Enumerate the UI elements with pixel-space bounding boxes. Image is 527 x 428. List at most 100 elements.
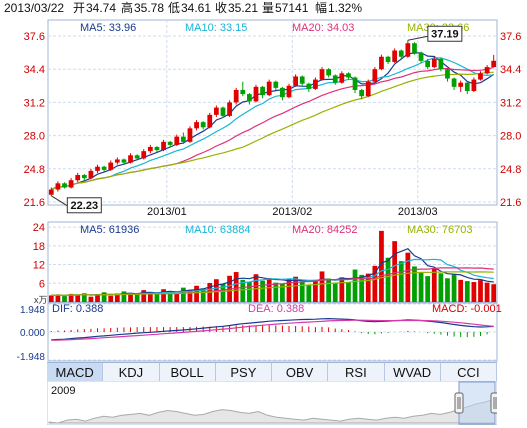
- volume-y-tick: 18: [33, 241, 45, 253]
- candle-body: [273, 81, 279, 88]
- price-y-tick-right: 28.0: [500, 131, 521, 143]
- legend-item: MA30: 76703: [407, 224, 472, 236]
- tab-wvad[interactable]: WVAD: [385, 363, 441, 382]
- volume-bar: [108, 295, 114, 302]
- candle: [346, 72, 351, 80]
- candle-body: [385, 56, 391, 62]
- candle: [405, 40, 411, 58]
- tab-psy[interactable]: PSY: [216, 363, 272, 382]
- candle-body: [372, 69, 378, 82]
- candle-body: [95, 166, 100, 171]
- candle-body: [319, 69, 325, 80]
- candle: [207, 112, 213, 129]
- legend-item: DIF: 0.388: [52, 303, 103, 315]
- price-y-tick-left: 31.2: [24, 97, 45, 109]
- candle-body: [491, 60, 497, 68]
- range-navigator[interactable]: 2009: [47, 381, 497, 425]
- volume-bar: [62, 296, 67, 302]
- volume-bar: [180, 287, 186, 302]
- candle-body: [332, 75, 338, 83]
- candle-body: [392, 50, 398, 62]
- candle: [464, 81, 470, 95]
- candle-body: [352, 77, 358, 90]
- candle: [233, 87, 239, 105]
- x-tick-label: 2013/01: [147, 206, 187, 218]
- volume-bar: [200, 288, 206, 302]
- tab-macd[interactable]: MACD: [47, 363, 104, 382]
- candle: [445, 68, 450, 82]
- price-ma10-line: [51, 57, 494, 191]
- candle-body: [412, 43, 417, 53]
- volume-bar: [339, 277, 345, 302]
- header-change-label: 幅: [315, 0, 327, 15]
- candle-body: [194, 122, 199, 129]
- price-y-tick-right: 24.8: [500, 164, 521, 176]
- volume-bar: [68, 293, 74, 302]
- tab-kdj[interactable]: KDJ: [103, 363, 160, 382]
- candle: [451, 77, 457, 90]
- candle: [134, 154, 140, 161]
- navigator-left-handle[interactable]: [454, 392, 464, 414]
- volume-bar: [134, 294, 140, 302]
- candle: [431, 56, 437, 69]
- candle-body: [128, 155, 133, 163]
- volume-bar: [247, 282, 252, 302]
- navigator-series: [48, 381, 497, 425]
- volume-panel: 24 18 12 6 x万 MA5: 61936 MA10: 63884 MA20: 8425…: [33, 221, 498, 305]
- macd-plot-area: [47, 302, 498, 362]
- min-price-label: 22.23: [71, 200, 99, 212]
- volume-bar: [240, 279, 246, 302]
- price-y-tick-left: 28.0: [24, 131, 45, 143]
- candle-body: [346, 73, 351, 78]
- tab-boll[interactable]: BOLL: [160, 363, 216, 382]
- header-volume: 57141: [275, 1, 309, 15]
- volume-bar: [418, 272, 424, 302]
- candle: [194, 120, 199, 131]
- candle-body: [326, 69, 332, 76]
- volume-bar: [319, 271, 325, 302]
- volume-ma30-line: [51, 271, 494, 296]
- volume-bar: [359, 274, 365, 302]
- max-label-box: [427, 25, 463, 42]
- tab-cci[interactable]: CCI: [441, 363, 497, 382]
- volume-bar: [95, 294, 100, 302]
- candle-body: [134, 155, 140, 159]
- candle: [180, 132, 186, 144]
- volume-bar: [81, 293, 87, 302]
- navigator-selection: [458, 381, 496, 425]
- volume-bar: [385, 257, 391, 302]
- volume-bar: [128, 292, 133, 302]
- volume-bar: [313, 280, 318, 302]
- candle-body: [68, 180, 74, 188]
- volume-bar: [194, 285, 199, 302]
- candle: [227, 100, 232, 117]
- candle-body: [62, 183, 67, 188]
- tab-obv[interactable]: OBV: [272, 363, 329, 382]
- tab-rsi[interactable]: RSI: [328, 363, 385, 382]
- candle: [114, 157, 120, 165]
- dea-line: [51, 319, 494, 341]
- candle-body: [154, 147, 160, 151]
- volume-bar: [306, 285, 312, 302]
- candle: [392, 48, 398, 63]
- volume-bar: [55, 294, 61, 302]
- candle-body: [451, 78, 457, 87]
- candle: [372, 67, 378, 83]
- candle: [484, 65, 490, 75]
- volume-bar: [326, 278, 332, 302]
- candle-body: [174, 136, 180, 145]
- candle-body: [253, 86, 259, 102]
- volume-bar: [438, 273, 444, 302]
- indicator-tabs: MACD KDJ BOLL PSY OBV RSI WVAD CCI: [47, 362, 497, 383]
- volume-bar: [451, 274, 457, 302]
- candle: [273, 80, 279, 90]
- candle-body: [266, 81, 272, 96]
- candle: [352, 76, 358, 94]
- candle: [187, 126, 193, 143]
- candle: [240, 81, 246, 97]
- candle-body: [458, 82, 464, 87]
- candle-body: [365, 81, 371, 97]
- volume-bar: [392, 241, 398, 302]
- candle: [412, 42, 417, 55]
